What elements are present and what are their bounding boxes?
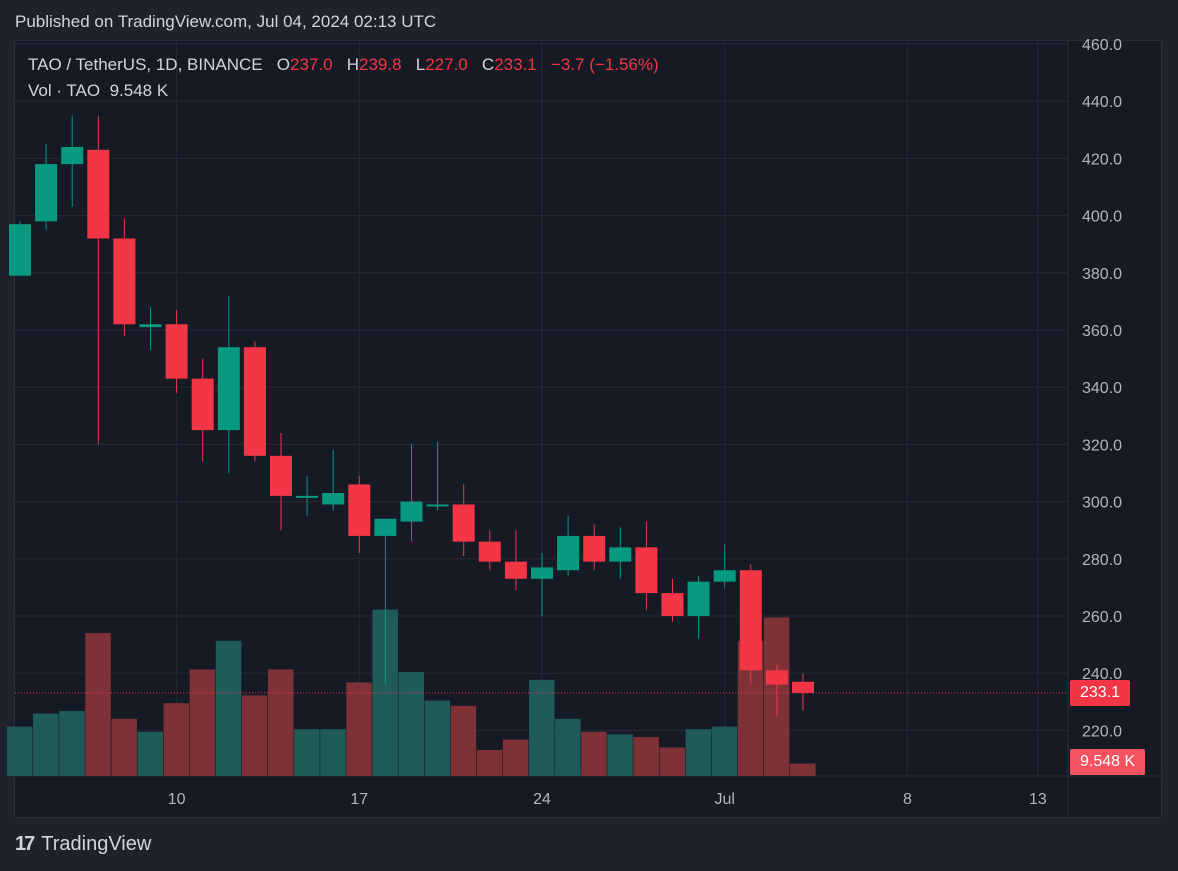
last-price-badge: 233.1	[1070, 679, 1131, 706]
last-volume-badge: 9.548 K	[1070, 749, 1146, 775]
x-tick-label: 24	[533, 791, 551, 808]
y-tick-label: 300.0	[1082, 495, 1122, 512]
candle-body	[713, 570, 736, 582]
high-label: H	[346, 55, 360, 74]
volume-bar	[659, 747, 685, 776]
volume-bar	[137, 731, 163, 776]
tradingview-logo-icon: 17	[15, 833, 35, 855]
candle-body	[139, 324, 162, 328]
published-caption: Published on TradingView.com, Jul 04, 20…	[15, 12, 437, 31]
y-tick-label: 220.0	[1082, 723, 1122, 740]
volume-value: 9.548 K	[109, 81, 169, 100]
y-tick-label: 380.0	[1082, 266, 1122, 283]
volume-bar	[607, 734, 633, 776]
candle-body	[374, 518, 397, 536]
candle-body	[426, 504, 449, 507]
volume-bar	[424, 700, 451, 776]
volume-bar	[633, 737, 659, 776]
candle-body	[400, 501, 423, 522]
candle-body	[739, 570, 762, 671]
candle-body	[583, 535, 606, 562]
x-tick-label: 13	[1029, 791, 1047, 808]
candle-body	[661, 593, 684, 616]
volume-bar	[85, 633, 111, 776]
close-value: 233.1	[494, 55, 537, 74]
symbol-label[interactable]: TAO / TetherUS, 1D, BINANCE	[28, 55, 263, 74]
candle-body	[531, 567, 553, 579]
volume-bar	[581, 731, 607, 776]
volume-bar	[215, 640, 242, 776]
candle-body	[243, 347, 266, 456]
candle-body	[504, 561, 527, 579]
candle-body	[217, 347, 240, 431]
ohlc-legend: TAO / TetherUS, 1D, BINANCE O237.0 H239.…	[28, 55, 659, 75]
volume-label[interactable]: Vol · TAO	[28, 81, 101, 100]
close-label: C	[481, 55, 495, 74]
candle-body	[322, 493, 345, 505]
volume-bar	[790, 763, 816, 776]
low-value: 227.0	[425, 55, 468, 74]
volume-bar	[529, 679, 555, 776]
volume-bar	[294, 729, 320, 776]
candle-body	[792, 681, 814, 693]
volume-bar	[502, 739, 529, 776]
candle-body	[113, 238, 136, 325]
y-tick-label: 280.0	[1082, 552, 1122, 569]
y-tick-label: 320.0	[1082, 437, 1122, 454]
y-tick-label: 260.0	[1082, 609, 1122, 626]
volume-bar	[268, 669, 294, 776]
high-value: 239.8	[359, 55, 402, 74]
open-value: 237.0	[290, 55, 333, 74]
candle-body	[165, 324, 188, 379]
volume-bar	[163, 703, 190, 776]
volume-legend: Vol · TAO 9.548 K	[28, 81, 168, 101]
volume-bar	[7, 726, 33, 776]
brand-name[interactable]: TradingView	[41, 833, 152, 855]
volume-bar	[241, 695, 268, 776]
candle-body	[270, 455, 292, 496]
candle-body	[61, 146, 84, 165]
candle-body	[635, 547, 658, 594]
y-tick-label: 460.0	[1082, 37, 1122, 54]
candle-body	[9, 224, 31, 276]
y-tick-label: 440.0	[1082, 94, 1122, 111]
candle-body	[35, 164, 58, 222]
volume-bar	[555, 718, 581, 776]
change-value: −3.7 (−1.56%)	[550, 55, 659, 74]
candle-body	[687, 581, 710, 616]
volume-bar	[111, 718, 137, 776]
low-label: L	[415, 55, 426, 74]
candle-body	[557, 535, 580, 571]
volume-bar	[685, 729, 712, 776]
candle-body	[609, 547, 632, 562]
volume-bar	[346, 682, 372, 776]
volume-bar	[711, 726, 738, 776]
x-tick-label: 8	[903, 791, 912, 808]
y-tick-label: 240.0	[1082, 666, 1122, 683]
volume-bar	[59, 711, 85, 776]
volume-bar	[476, 750, 503, 776]
candle-body	[765, 670, 788, 685]
y-tick-label: 340.0	[1082, 380, 1122, 397]
y-tick-label: 420.0	[1082, 151, 1122, 168]
candle-body	[296, 495, 319, 498]
candle-body	[452, 504, 475, 542]
y-tick-label: 360.0	[1082, 323, 1122, 340]
candle-body	[478, 541, 501, 562]
x-tick-label: 17	[350, 791, 368, 808]
x-tick-label: Jul	[714, 791, 734, 808]
candle-body	[348, 484, 371, 536]
x-tick-label: 10	[168, 791, 186, 808]
open-label: O	[276, 55, 291, 74]
candle-body	[87, 149, 110, 239]
y-tick-label: 400.0	[1082, 209, 1122, 226]
volume-bar	[450, 705, 477, 776]
volume-bar	[398, 672, 424, 776]
volume-bar	[189, 669, 216, 776]
volume-bar	[320, 729, 346, 776]
candle-body	[191, 378, 214, 431]
volume-bar	[33, 713, 59, 776]
footer-brand: 17 TradingView	[15, 833, 151, 856]
